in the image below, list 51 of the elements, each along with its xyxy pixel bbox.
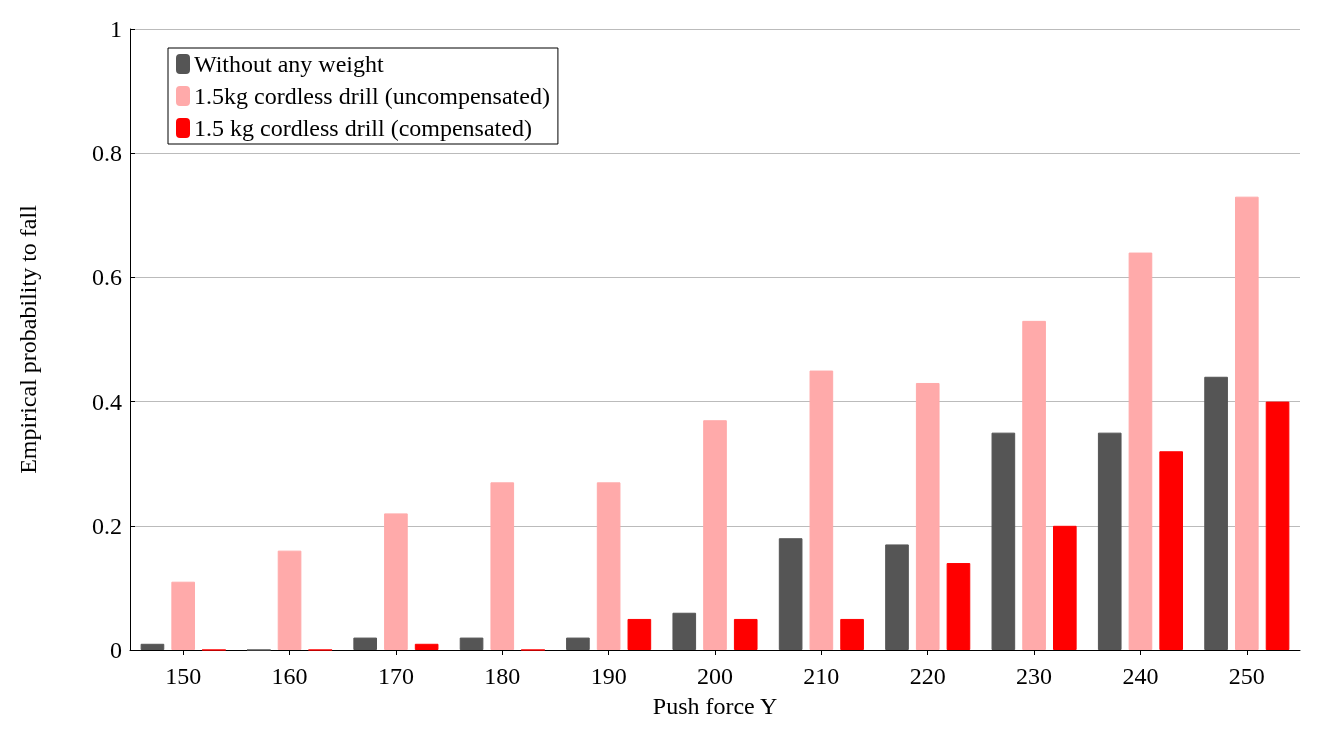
bar <box>1159 451 1183 650</box>
bar <box>778 538 803 650</box>
bar <box>459 637 484 650</box>
x-tick-label: 190 <box>590 663 627 689</box>
y-tick-label: 0.8 <box>92 140 122 167</box>
x-tick-label: 150 <box>165 663 202 689</box>
bar <box>277 550 302 650</box>
bar <box>1204 376 1228 650</box>
bar <box>885 544 909 650</box>
y-tick-label: 0.4 <box>92 388 122 415</box>
bar <box>1022 320 1046 650</box>
legend-label: 1.5kg cordless drill (uncompensated) <box>194 83 550 109</box>
y-tick-label: 1 <box>110 16 122 42</box>
bar <box>840 618 864 650</box>
bar <box>809 370 834 650</box>
bar <box>946 563 971 650</box>
bar <box>566 637 590 650</box>
legend-label: Without any weight <box>194 51 384 77</box>
bar <box>1235 196 1259 650</box>
bar <box>627 618 652 650</box>
bar <box>991 432 1016 650</box>
bar <box>353 637 377 650</box>
y-tick-label: 0.2 <box>92 512 122 539</box>
x-tick-label: 250 <box>1228 663 1265 689</box>
x-tick-label: 210 <box>803 663 840 689</box>
x-tick-label: 220 <box>909 663 946 689</box>
x-tick-label: 200 <box>697 663 733 689</box>
bar <box>1097 432 1122 650</box>
bar <box>1128 252 1153 650</box>
y-axis-title: Empirical probability to fall <box>15 204 41 474</box>
bar <box>414 643 439 650</box>
bar <box>733 618 758 650</box>
bar <box>1265 401 1290 650</box>
y-tick-label: 0 <box>110 637 122 663</box>
x-tick-label: 170 <box>377 663 414 689</box>
x-tick-label: 240 <box>1122 663 1159 689</box>
bar <box>1053 525 1077 650</box>
bar <box>596 482 621 650</box>
x-tick-label: 180 <box>484 663 521 689</box>
bar <box>703 420 727 650</box>
legend-label: 1.5 kg cordless drill (compensated) <box>194 115 532 141</box>
x-tick-label: 230 <box>1016 663 1053 689</box>
bar <box>140 643 165 650</box>
bar <box>915 382 940 650</box>
bar <box>171 581 195 650</box>
bar <box>490 482 515 650</box>
x-axis-title: Push force Y <box>652 693 778 719</box>
bar <box>672 612 697 650</box>
x-tick-label: 160 <box>271 663 308 689</box>
y-tick-label: 0.6 <box>92 264 122 291</box>
bar <box>384 513 408 650</box>
